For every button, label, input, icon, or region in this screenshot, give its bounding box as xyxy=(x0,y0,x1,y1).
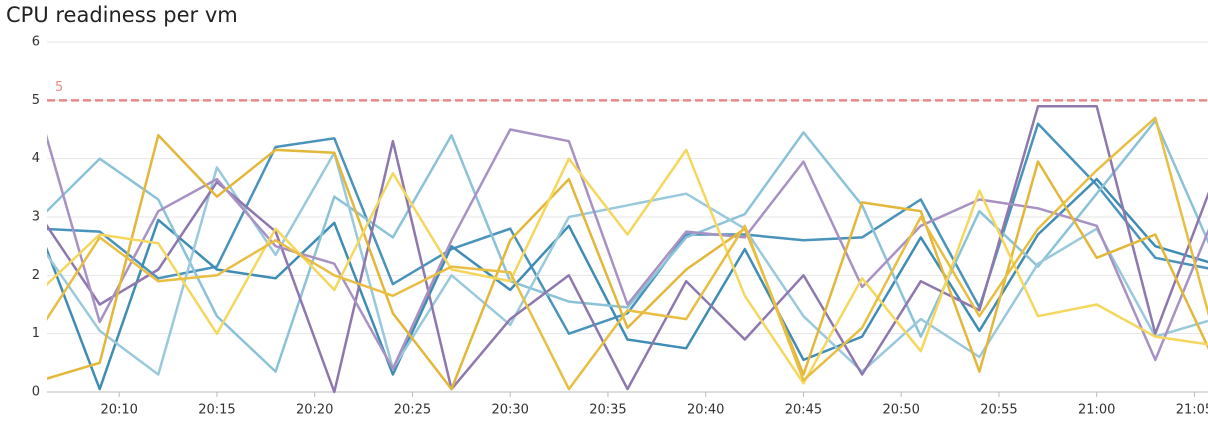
x-tick-label: 20:45 xyxy=(785,403,822,418)
x-tick-label: 20:40 xyxy=(687,403,724,418)
series-line xyxy=(47,177,1208,391)
series-line xyxy=(47,134,1208,391)
x-tick-label: 20:50 xyxy=(882,403,919,418)
x-tick-label: 21:00 xyxy=(1078,403,1115,418)
series-line xyxy=(47,116,1208,391)
x-tick-label: 20:35 xyxy=(589,403,626,418)
series-line xyxy=(47,148,1208,385)
y-tick-label: 4 xyxy=(32,151,40,166)
x-tick-label: 21:05 xyxy=(1176,403,1208,418)
series-line xyxy=(47,151,1208,376)
y-tick-label: 0 xyxy=(32,385,40,400)
y-tick-label: 1 xyxy=(32,326,40,341)
threshold-label: 5 xyxy=(55,80,63,95)
y-tick-label: 6 xyxy=(32,35,40,50)
y-tick-label: 5 xyxy=(32,93,40,108)
series-line xyxy=(47,119,1208,373)
plot-area xyxy=(47,104,1208,394)
y-tick-label: 2 xyxy=(32,268,40,283)
y-tick-label: 3 xyxy=(32,210,40,225)
series-line xyxy=(47,122,1208,335)
x-tick-label: 20:55 xyxy=(980,403,1017,418)
x-tick-label: 20:15 xyxy=(198,403,235,418)
x-tick-label: 20:25 xyxy=(394,403,431,418)
series-line xyxy=(47,128,1208,370)
x-tick-label: 20:10 xyxy=(100,403,137,418)
x-tick-label: 20:20 xyxy=(296,403,333,418)
x-tick-label: 20:30 xyxy=(491,403,528,418)
series-line xyxy=(47,104,1208,394)
chart-title: CPU readiness per vm xyxy=(6,3,238,27)
